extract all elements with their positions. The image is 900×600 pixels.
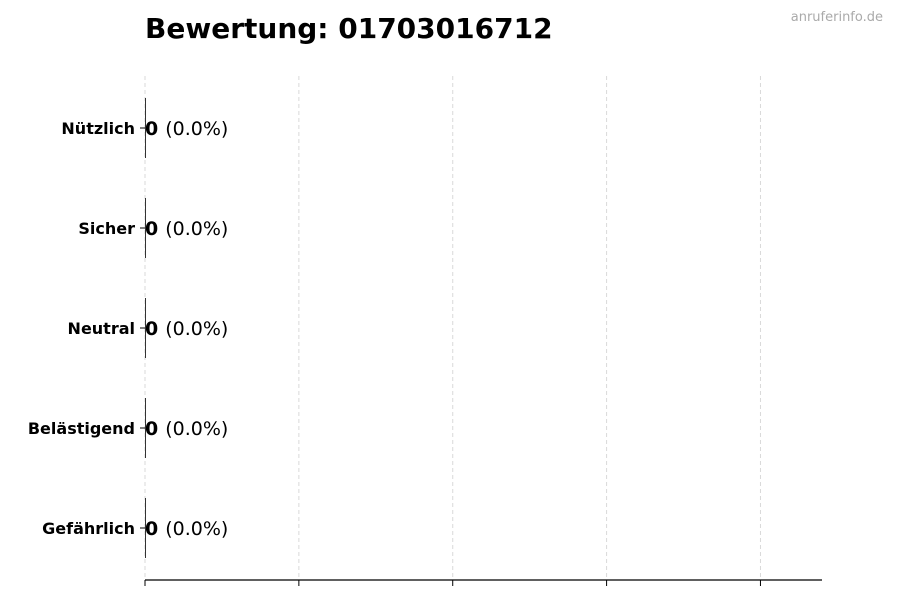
percent-label: (0.0%) [165,318,228,340]
category-label: Nützlich [61,119,135,138]
category-label: Belästigend [28,419,135,438]
percent-label: (0.0%) [165,218,228,240]
percent-label: (0.0%) [165,418,228,440]
percent-label: (0.0%) [165,118,228,140]
category-label: Gefährlich [42,519,135,538]
value-label: 0 [145,218,158,240]
watermark: anruferinfo.de [790,10,883,25]
value-label: 0 [145,518,158,540]
chart-title: Bewertung: 01703016712 [145,12,553,45]
percent-label: (0.0%) [165,518,228,540]
value-label: 0 [145,418,158,440]
value-label: 0 [145,118,158,140]
category-label: Neutral [68,319,135,338]
category-label: Sicher [78,219,135,238]
value-label: 0 [145,318,158,340]
